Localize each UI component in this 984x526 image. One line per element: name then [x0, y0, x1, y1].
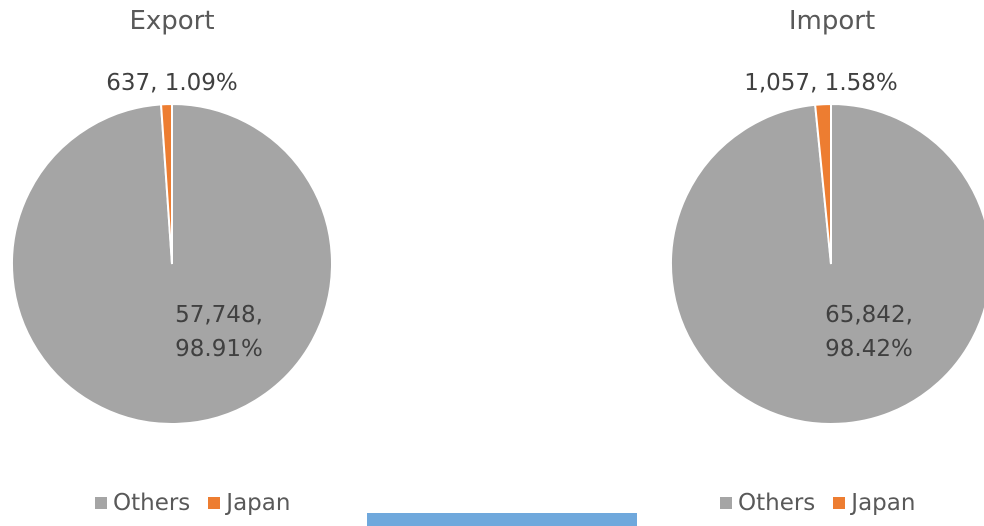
- export-data-label-others-line: 98.91%: [175, 336, 263, 362]
- accent-bar: [367, 513, 637, 526]
- export-chart-title: Export: [129, 6, 215, 36]
- export-slice-japan: [159, 102, 173, 265]
- export-data-label-others-line: 57,748,: [175, 302, 263, 328]
- export-data-label-others: 57,748, 98.91%: [175, 302, 263, 362]
- import-legend-item-others: Others: [720, 490, 815, 516]
- import-slice-japan: [814, 102, 832, 265]
- import-chart-title: Import: [788, 6, 876, 36]
- legend-label-japan: Japan: [851, 490, 916, 516]
- legend-label-others: Others: [113, 490, 191, 516]
- legend-swatch-others: [95, 497, 107, 509]
- import-data-label-japan: 1,057, 1.58%: [744, 70, 898, 96]
- import-data-label-others-line: 98.42%: [825, 336, 913, 362]
- legend-swatch-japan: [208, 497, 221, 509]
- import-legend-item-japan: Japan: [833, 490, 915, 516]
- legend-label-japan: Japan: [226, 490, 291, 516]
- legend-label-others: Others: [738, 490, 816, 516]
- legend-swatch-others: [720, 497, 732, 509]
- import-legend: Others Japan: [720, 490, 933, 516]
- import-data-label-others-line: 65,842,: [825, 302, 913, 328]
- import-slice-others: [670, 102, 984, 425]
- export-legend-item-others: Others: [95, 490, 190, 516]
- export-legend-item-japan: Japan: [208, 490, 290, 516]
- export-data-label-japan: 637, 1.09%: [106, 70, 238, 96]
- export-legend: Others Japan: [95, 490, 308, 516]
- legend-swatch-japan: [833, 497, 846, 509]
- import-data-label-others: 65,842, 98.42%: [825, 302, 913, 362]
